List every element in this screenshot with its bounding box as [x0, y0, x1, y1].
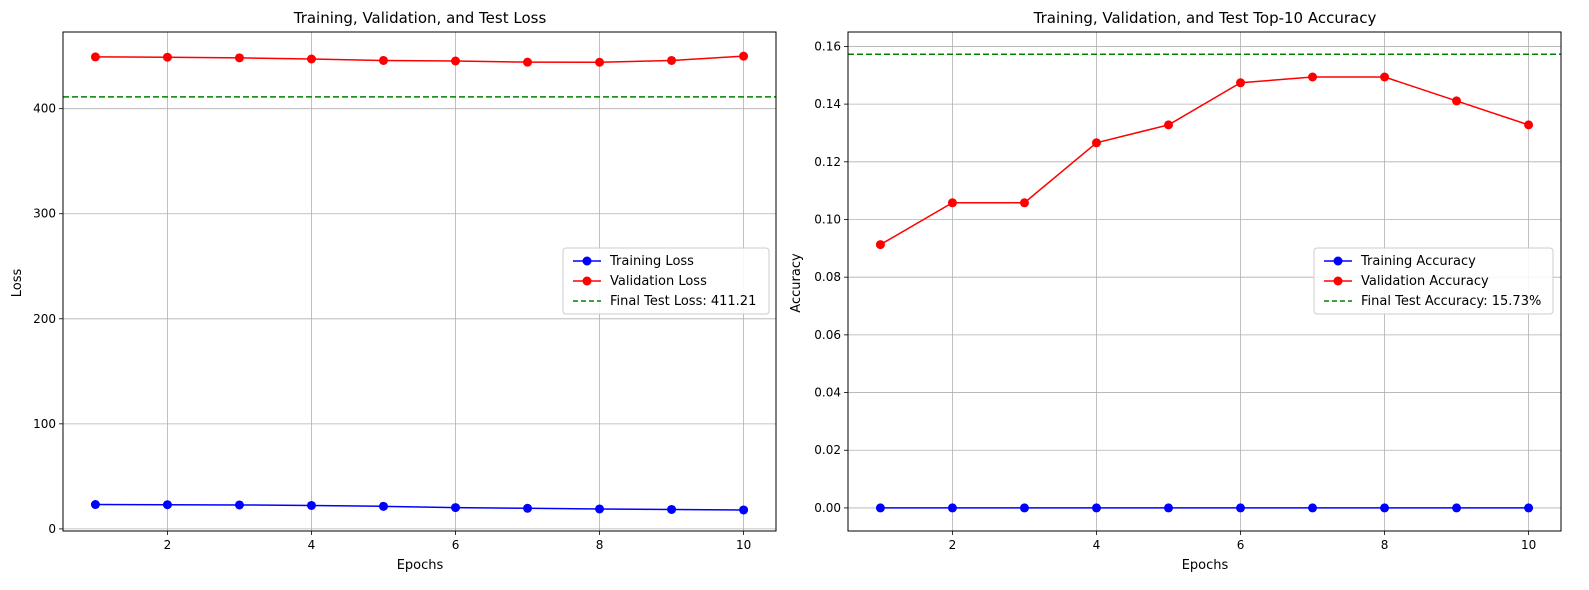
loss-legend: Training Loss Validation Loss Final Test… — [562, 247, 770, 315]
validation-accuracy-point — [875, 240, 885, 250]
legend-label-final-test-loss: Final Test Loss: 411.21 — [610, 294, 756, 309]
validation-accuracy-point — [1452, 96, 1462, 106]
training-loss-point — [306, 500, 316, 510]
loss-legend-box — [562, 247, 770, 315]
training-loss-point — [90, 500, 100, 510]
training-accuracy-point — [1163, 503, 1173, 513]
loss-x-tick-label: 10 — [736, 538, 751, 552]
accuracy-y-tick-label: 0.10 — [814, 212, 841, 226]
validation-loss-point — [162, 52, 172, 62]
validation-loss-point — [739, 51, 749, 61]
training-loss-point — [378, 501, 388, 511]
accuracy-y-tick-label: 0.14 — [814, 97, 841, 111]
validation-loss-point — [451, 56, 461, 66]
validation-loss-point — [378, 55, 388, 65]
training-loss-series-line — [95, 503, 744, 511]
validation-loss-point — [595, 57, 605, 67]
accuracy-plot-area: 2 4 6 8 10 0.00 0.02 0.04 0.06 0.08 0.10 0.12 0.14 0.… — [814, 31, 1562, 552]
accuracy-y-tick-label: 0.02 — [814, 443, 841, 457]
loss-x-tick-label: 4 — [308, 538, 316, 552]
validation-accuracy-point — [1091, 138, 1101, 148]
training-accuracy-point — [875, 503, 885, 513]
validation-loss-point — [90, 52, 100, 62]
validation-accuracy-point — [1163, 120, 1173, 130]
accuracy-y-tick-label: 0.12 — [814, 155, 841, 169]
accuracy-x-tick-label: 2 — [949, 538, 957, 552]
training-accuracy-point — [947, 503, 957, 513]
legend-label-final-test-accuracy: Final Test Accuracy: 15.73% — [1361, 294, 1541, 309]
loss-chart-title: Training, Validation, and Test Loss — [293, 9, 547, 27]
legend-marker-validation-loss — [582, 276, 592, 286]
accuracy-x-axis-label: Epochs — [1182, 558, 1229, 573]
accuracy-chart-panel: Training, Validation, and Test Top-10 Ac… — [789, 9, 1562, 573]
validation-accuracy-point — [1380, 72, 1390, 82]
training-loss-point — [595, 504, 605, 514]
loss-x-tick-label: 2 — [164, 538, 172, 552]
accuracy-axes-frame — [847, 31, 1562, 532]
loss-x-tick-label: 6 — [452, 538, 460, 552]
accuracy-y-tick-label: 0.08 — [814, 270, 841, 284]
training-accuracy-point — [1019, 503, 1029, 513]
training-accuracy-point — [1236, 503, 1246, 513]
legend-label-training-accuracy: Training Accuracy — [1360, 254, 1476, 269]
accuracy-x-tick-label: 10 — [1521, 538, 1536, 552]
accuracy-y-tick-label: 0.06 — [814, 328, 841, 342]
accuracy-y-tick-label: 0.00 — [814, 501, 841, 515]
training-accuracy-point — [1524, 503, 1534, 513]
loss-y-tick-label: 300 — [33, 207, 56, 221]
validation-loss-point — [306, 54, 316, 64]
validation-accuracy-point — [1308, 72, 1318, 82]
loss-y-tick-label: 100 — [33, 417, 56, 431]
accuracy-legend: Training Accuracy Validation Accuracy Fi… — [1313, 247, 1554, 315]
validation-accuracy-point — [1019, 198, 1029, 208]
legend-label-validation-accuracy: Validation Accuracy — [1361, 274, 1489, 289]
training-loss-point — [451, 503, 461, 513]
accuracy-chart-title: Training, Validation, and Test Top-10 Ac… — [1033, 9, 1377, 27]
training-loss-point — [739, 505, 749, 515]
validation-accuracy-series-line — [880, 76, 1529, 246]
training-loss-point — [667, 504, 677, 514]
loss-y-axis-label: Loss — [10, 269, 25, 298]
training-accuracy-point — [1452, 503, 1462, 513]
training-loss-point — [162, 500, 172, 510]
validation-loss-point — [523, 57, 533, 67]
legend-label-training-loss: Training Loss — [609, 254, 694, 269]
validation-loss-point — [234, 53, 244, 63]
loss-y-tick-label: 0 — [48, 522, 56, 536]
training-accuracy-point — [1091, 503, 1101, 513]
training-accuracy-point — [1308, 503, 1318, 513]
accuracy-x-tick-label: 4 — [1093, 538, 1101, 552]
legend-label-validation-loss: Validation Loss — [610, 274, 707, 289]
accuracy-x-tick-label: 8 — [1381, 538, 1389, 552]
loss-chart-panel: Training, Validation, and Test Loss Epoc… — [10, 9, 777, 573]
loss-axes-frame — [62, 31, 777, 532]
accuracy-legend-box — [1313, 247, 1554, 315]
loss-y-tick-label: 400 — [33, 102, 56, 116]
loss-y-tick-label: 200 — [33, 312, 56, 326]
loss-x-axis-label: Epochs — [397, 558, 444, 573]
validation-loss-series-line — [95, 55, 744, 64]
accuracy-x-tick-label: 6 — [1237, 538, 1245, 552]
accuracy-y-axis-label: Accuracy — [789, 253, 804, 313]
legend-marker-validation-accuracy — [1333, 276, 1343, 286]
training-loss-point — [234, 500, 244, 510]
training-loss-point — [523, 503, 533, 513]
loss-x-tick-label: 8 — [596, 538, 604, 552]
validation-loss-point — [667, 55, 677, 65]
validation-accuracy-point — [1524, 120, 1534, 130]
accuracy-y-tick-label: 0.04 — [814, 386, 841, 400]
validation-accuracy-point — [1236, 78, 1246, 88]
validation-accuracy-point — [947, 198, 957, 208]
legend-marker-training-loss — [582, 256, 592, 266]
accuracy-y-tick-label: 0.16 — [814, 39, 841, 53]
training-accuracy-point — [1380, 503, 1390, 513]
legend-marker-training-accuracy — [1333, 256, 1343, 266]
